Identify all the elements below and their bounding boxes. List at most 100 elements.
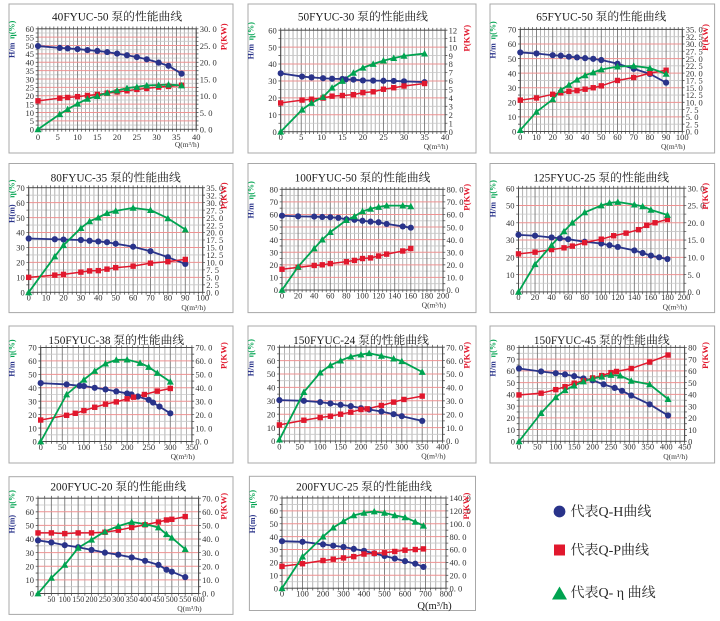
svg-text:H/m: H/m — [489, 202, 498, 218]
svg-text:25. 0: 25. 0 — [200, 41, 217, 51]
svg-text:20: 20 — [506, 253, 515, 263]
svg-text:30: 30 — [508, 83, 517, 93]
svg-text:160: 160 — [404, 290, 417, 300]
svg-text:7. 5: 7. 5 — [686, 105, 699, 115]
svg-text:150: 150 — [72, 595, 84, 604]
svg-text:20. 0: 20. 0 — [200, 58, 217, 68]
svg-text:0: 0 — [32, 437, 36, 447]
svg-text:40: 40 — [94, 293, 103, 303]
svg-text:50: 50 — [268, 42, 277, 52]
svg-text:0: 0 — [279, 132, 283, 142]
svg-text:350: 350 — [126, 595, 138, 604]
svg-text:25: 25 — [379, 132, 388, 142]
svg-text:150FYUC-24 泵的性能曲线: 150FYUC-24 泵的性能曲线 — [293, 333, 429, 347]
svg-text:200: 200 — [437, 290, 450, 300]
svg-text:0: 0 — [274, 285, 278, 295]
svg-text:0: 0 — [27, 293, 31, 303]
svg-text:30: 30 — [507, 401, 516, 411]
svg-text:35: 35 — [172, 132, 181, 142]
svg-text:5: 5 — [299, 132, 303, 142]
svg-text:60. 0: 60. 0 — [447, 210, 464, 220]
svg-text:150: 150 — [334, 441, 347, 451]
svg-text:η(%): η(%) — [489, 180, 498, 199]
svg-text:80. 0: 80. 0 — [450, 532, 467, 542]
svg-text:0. 0: 0. 0 — [446, 436, 459, 446]
svg-text:50: 50 — [507, 378, 516, 388]
svg-text:20. 0: 20. 0 — [206, 228, 223, 238]
svg-text:60: 60 — [326, 290, 335, 300]
svg-text:140: 140 — [388, 290, 401, 300]
svg-text:20: 20 — [531, 292, 540, 302]
svg-text:70. 0: 70. 0 — [202, 493, 219, 503]
svg-text:32. 5: 32. 5 — [206, 190, 223, 200]
svg-text:0: 0 — [36, 132, 40, 142]
svg-text:P(KW): P(KW) — [700, 183, 710, 210]
svg-text:2. 5: 2. 5 — [686, 119, 699, 129]
svg-text:70: 70 — [507, 354, 516, 364]
svg-text:10: 10 — [270, 273, 279, 283]
svg-text:10: 10 — [318, 132, 327, 142]
svg-text:Q(m³/h): Q(m³/h) — [421, 452, 446, 461]
svg-text:140. 0: 140. 0 — [450, 493, 471, 503]
svg-text:100: 100 — [356, 290, 369, 300]
svg-text:10: 10 — [507, 425, 516, 435]
svg-text:40: 40 — [16, 228, 25, 238]
svg-text:η(%): η(%) — [8, 339, 17, 358]
svg-text:η(%): η(%) — [247, 339, 256, 358]
svg-text:η(%): η(%) — [248, 490, 257, 509]
svg-text:250: 250 — [605, 442, 618, 452]
svg-text:η(%): η(%) — [489, 339, 498, 358]
svg-text:40. 0: 40. 0 — [447, 235, 464, 245]
svg-text:0: 0 — [449, 127, 453, 137]
svg-text:0: 0 — [39, 442, 43, 452]
svg-text:250: 250 — [375, 441, 388, 451]
svg-text:10. 0: 10. 0 — [206, 258, 223, 268]
svg-text:60: 60 — [129, 293, 138, 303]
svg-text:70: 70 — [267, 342, 276, 352]
svg-text:20: 20 — [508, 98, 517, 108]
svg-text:300: 300 — [623, 442, 636, 452]
svg-text:20: 20 — [26, 91, 35, 101]
svg-text:40: 40 — [268, 59, 277, 69]
svg-text:20: 20 — [28, 410, 37, 420]
svg-text:10: 10 — [73, 132, 82, 142]
svg-text:Q(m³/h): Q(m³/h) — [177, 604, 202, 613]
svg-text:600: 600 — [399, 589, 412, 599]
svg-text:20: 20 — [268, 93, 277, 103]
svg-text:25. 0: 25. 0 — [686, 54, 703, 64]
svg-text:40: 40 — [441, 132, 450, 142]
svg-text:Q(m³/h): Q(m³/h) — [661, 142, 686, 151]
svg-text:60: 60 — [270, 210, 279, 220]
svg-text:10. 0: 10. 0 — [447, 273, 464, 283]
svg-text:50: 50 — [267, 369, 276, 379]
svg-text:40: 40 — [26, 534, 35, 544]
svg-text:40: 40 — [270, 235, 279, 245]
svg-text:P(KW): P(KW) — [219, 493, 229, 520]
svg-text:50: 50 — [111, 293, 120, 303]
svg-text:0. 0: 0. 0 — [688, 287, 701, 297]
svg-text:0: 0 — [271, 436, 275, 446]
svg-text:60: 60 — [267, 356, 276, 366]
svg-text:50: 50 — [597, 132, 606, 142]
svg-text:80: 80 — [507, 343, 516, 353]
svg-text:50: 50 — [47, 595, 55, 604]
svg-text:4: 4 — [449, 93, 454, 103]
svg-text:200FYUC-25 泵的性能曲线: 200FYUC-25 泵的性能曲线 — [296, 479, 432, 493]
svg-text:50: 50 — [533, 442, 542, 452]
svg-text:0. 0: 0. 0 — [206, 288, 219, 298]
svg-text:30. 0: 30. 0 — [688, 183, 705, 193]
svg-text:70: 70 — [270, 197, 279, 207]
svg-text:30: 30 — [26, 74, 35, 84]
svg-text:20. 0: 20. 0 — [195, 410, 212, 420]
svg-text:20: 20 — [359, 132, 368, 142]
svg-text:60: 60 — [16, 198, 25, 208]
svg-text:40: 40 — [507, 390, 516, 400]
svg-text:8: 8 — [449, 59, 453, 69]
svg-text:Q(m³/h): Q(m³/h) — [175, 140, 200, 149]
svg-text:20: 20 — [59, 293, 68, 303]
svg-text:10: 10 — [28, 423, 37, 433]
svg-text:25. 0: 25. 0 — [206, 213, 223, 223]
svg-text:40: 40 — [508, 68, 517, 78]
svg-text:70: 70 — [146, 293, 155, 303]
svg-text:40: 40 — [270, 532, 279, 542]
